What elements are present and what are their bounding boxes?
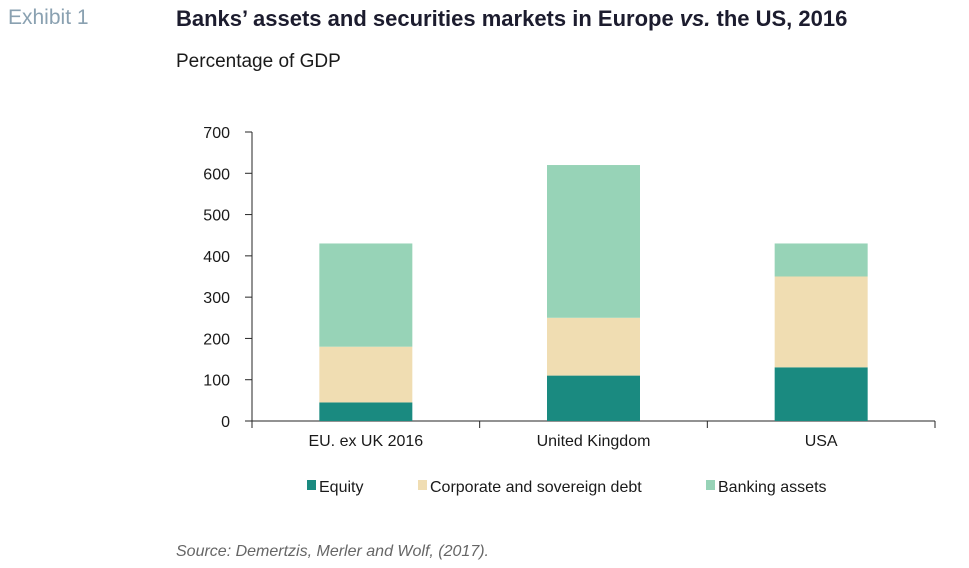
bar-equity bbox=[774, 367, 868, 421]
chart-subtitle: Percentage of GDP bbox=[176, 51, 341, 72]
exhibit-label: Exhibit 1 bbox=[8, 6, 89, 29]
legend-label: Corporate and sovereign debt bbox=[430, 479, 642, 496]
bar-banking-assets bbox=[774, 243, 868, 277]
y-tick-label: 0 bbox=[221, 414, 230, 431]
legend-swatch bbox=[706, 480, 715, 490]
title-tail: the US, 2016 bbox=[710, 6, 848, 31]
bar-equity bbox=[547, 375, 640, 421]
legend-swatch bbox=[307, 480, 316, 490]
bar-corporate-and-sovereign-debt bbox=[774, 276, 868, 368]
y-tick-label: 700 bbox=[203, 125, 230, 142]
y-tick-label: 600 bbox=[203, 166, 230, 183]
y-tick-label: 400 bbox=[203, 249, 230, 266]
source-note: Source: Demertzis, Merler and Wolf, (201… bbox=[176, 543, 489, 560]
bar-corporate-and-sovereign-debt bbox=[319, 346, 413, 403]
title-main: Banks’ assets and securities markets in … bbox=[176, 6, 680, 31]
title-italic: vs. bbox=[679, 6, 711, 31]
bar-banking-assets bbox=[319, 243, 413, 347]
x-tick-label: USA bbox=[805, 433, 838, 450]
chart-title: Banks’ assets and securities markets in … bbox=[176, 6, 847, 32]
bar-corporate-and-sovereign-debt bbox=[547, 317, 640, 376]
bar-banking-assets bbox=[547, 165, 640, 318]
x-tick-label: United Kingdom bbox=[537, 433, 651, 450]
y-tick-label: 100 bbox=[203, 373, 230, 390]
legend-label: Equity bbox=[319, 479, 363, 496]
y-tick-label: 500 bbox=[203, 208, 230, 225]
legend-swatch bbox=[418, 480, 427, 490]
y-tick-label: 300 bbox=[203, 290, 230, 307]
bar-equity bbox=[319, 402, 413, 421]
legend-label: Banking assets bbox=[718, 479, 827, 496]
y-tick-label: 200 bbox=[203, 331, 230, 348]
x-tick-label: EU. ex UK 2016 bbox=[308, 433, 423, 450]
